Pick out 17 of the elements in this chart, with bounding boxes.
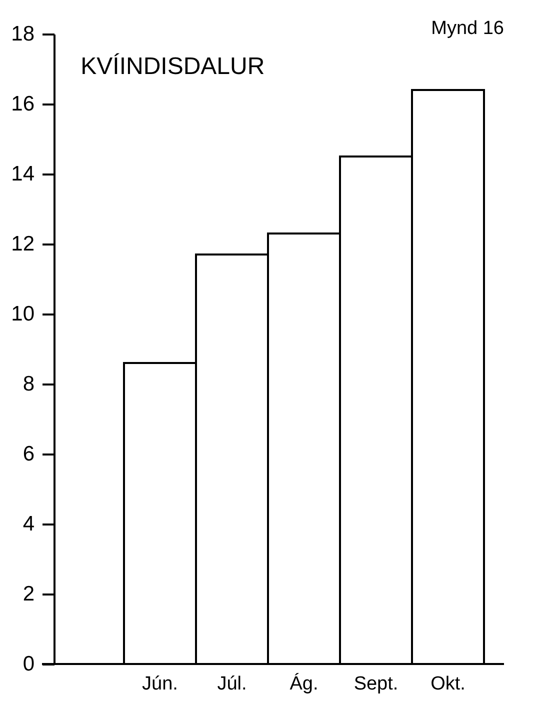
y-tick-label: 6 <box>22 442 34 466</box>
x-tick-label: Ág. <box>290 672 318 694</box>
y-tick-label: 18 <box>11 22 34 46</box>
x-tick-label: Jún. <box>142 674 178 694</box>
x-tick-label: Okt. <box>430 674 466 694</box>
y-tick-label: 0 <box>22 652 34 676</box>
annotation: Mynd 16 <box>431 18 504 39</box>
y-tick-label: 8 <box>22 372 34 396</box>
y-tick-label: 16 <box>11 92 34 116</box>
y-tick-label: 10 <box>11 302 34 326</box>
text: KVÍINDISDALUR <box>80 53 265 80</box>
y-tick-label: 14 <box>11 162 35 186</box>
x-tick-label: Sept. <box>354 674 398 694</box>
x-tick-label: Júl. <box>217 674 247 694</box>
y-tick-label: 12 <box>11 232 34 256</box>
y-tick-label: 2 <box>22 582 34 606</box>
y-tick-label: 4 <box>22 512 35 536</box>
